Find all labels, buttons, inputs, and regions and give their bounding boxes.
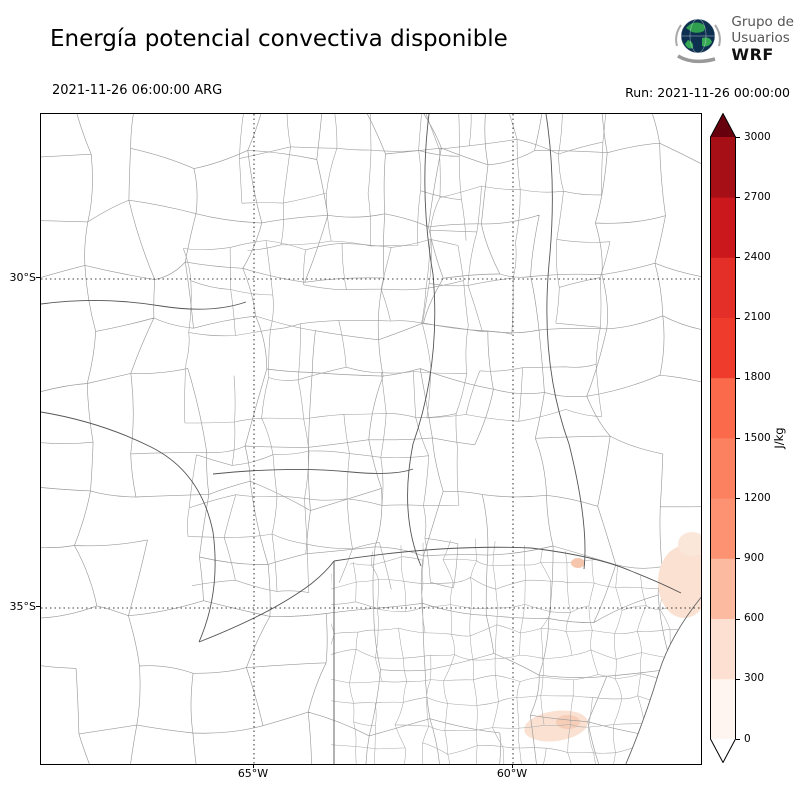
map-canvas [41, 114, 701, 764]
colorbar-tick-label: 2700 [744, 190, 771, 203]
logo-text-line2: Usuarios [731, 29, 790, 46]
wrf-globe-icon [675, 18, 722, 64]
colorbar-tickmark [736, 317, 740, 319]
colorbar-band [710, 257, 736, 318]
lon-tickmark-65w [253, 764, 254, 768]
colorbar-band [710, 197, 736, 258]
colorbar-tickmark [736, 618, 740, 620]
province-borders [41, 114, 682, 764]
colorbar-tickmark [736, 137, 740, 138]
logo: Grupo de Usuarios WRF [669, 10, 794, 70]
boundary-mesh [422, 114, 611, 422]
lat-tickmark-30s [36, 277, 40, 278]
colorbar-tickmark [736, 678, 740, 680]
colorbar-band [710, 317, 736, 379]
colorbar-tickmark [736, 558, 740, 560]
lat-label-30s: 30°S [9, 271, 36, 284]
colorbar-tickmark [736, 438, 740, 439]
lon-tickmark-60w [512, 764, 513, 768]
colorbar-tick-label: 0 [744, 732, 751, 745]
colorbar-band [710, 678, 736, 740]
colorbar-band [710, 377, 736, 439]
colorbar-tickmark [736, 197, 740, 199]
colorbar-tickmark [736, 498, 740, 500]
colorbar-tickmark [736, 377, 740, 379]
department-boundaries [41, 114, 701, 764]
ocean-mask [625, 597, 701, 764]
colorbar-unit-label: J/kg [772, 427, 786, 449]
colorbar-band [710, 558, 736, 619]
colorbar-outline [710, 113, 736, 763]
lon-label-60w: 60°W [496, 767, 528, 780]
map-frame [40, 113, 702, 765]
logo-text-wrf: WRF [731, 45, 774, 65]
page-title: Energía potencial convectiva disponible [50, 26, 508, 52]
boundary-mesh [239, 114, 467, 251]
lat-label-35s: 35°S [9, 600, 36, 613]
logo-text: Grupo de Usuarios WRF [731, 15, 794, 64]
graticule-lines [41, 114, 701, 764]
colorbar-tick-label: 1200 [744, 491, 771, 504]
colorbar-under-arrow [710, 739, 736, 763]
boundary-mesh [331, 538, 695, 764]
colorbar-tick-label: 300 [744, 672, 765, 685]
colorbar-tick-label: 900 [744, 551, 765, 564]
lon-label-65w: 65°W [237, 767, 269, 780]
run-time-label: Run: 2021-11-26 00:00:00 [625, 85, 790, 100]
colorbar-band [710, 137, 736, 198]
colorbar-band [710, 438, 736, 499]
colorbar-over-arrow [710, 113, 736, 137]
cape-shading-layer-coastal [571, 532, 701, 618]
cape-shading-layer [524, 710, 588, 742]
colorbar-tick-label: 600 [744, 612, 765, 625]
colorbar-bands [710, 137, 736, 740]
colorbar [710, 113, 736, 763]
boundary-mesh [183, 239, 469, 593]
boundary-mesh [41, 114, 701, 764]
colorbar-band [710, 618, 736, 680]
colorbar-band [710, 498, 736, 559]
coastline [625, 596, 701, 764]
valid-time-label: 2021-11-26 06:00:00 ARG [52, 83, 223, 98]
colorbar-tick-label: 2400 [744, 250, 771, 263]
colorbar-ticks: 0 300 600 900 1200 1500 1800 2100 2400 2700 3000 [736, 113, 798, 773]
colorbar-tickmark [736, 739, 740, 740]
colorbar-tickmark [736, 257, 740, 259]
logo-text-line1: Grupo de [731, 14, 794, 31]
colorbar-tick-label: 2100 [744, 311, 771, 324]
lat-tickmark-35s [36, 606, 40, 607]
colorbar-tick-label: 1500 [744, 431, 771, 444]
colorbar-tick-label: 1800 [744, 371, 771, 384]
colorbar-tick-label: 3000 [744, 130, 771, 143]
